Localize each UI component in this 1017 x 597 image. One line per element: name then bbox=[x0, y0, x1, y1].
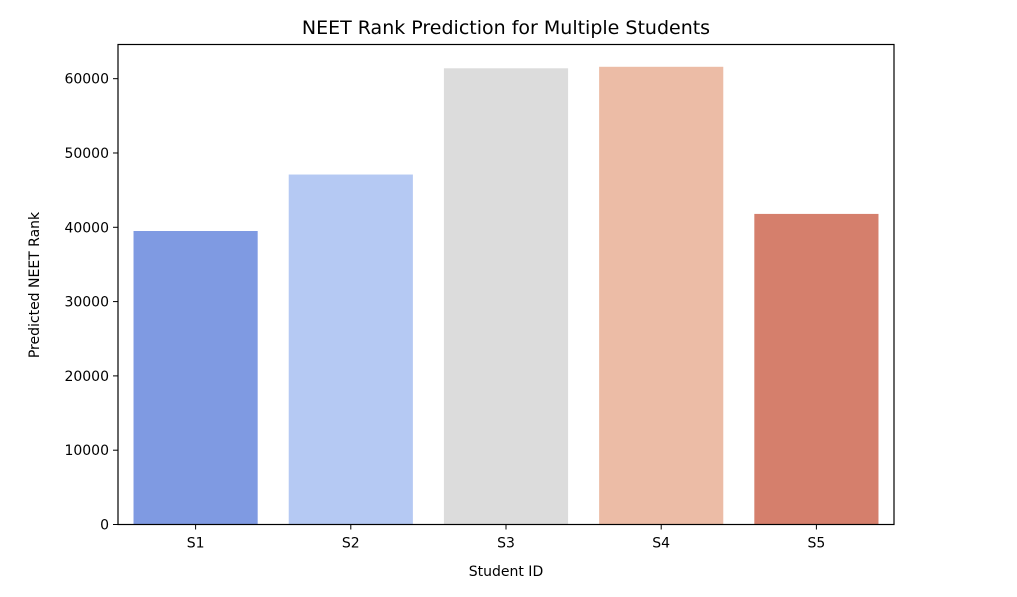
y-tick-label: 50000 bbox=[64, 146, 109, 162]
y-tick-label: 60000 bbox=[64, 72, 109, 88]
bars bbox=[133, 66, 879, 525]
y-axis: 0 10000 20000 30000 40000 50000 60000 bbox=[64, 72, 118, 534]
x-tick-label: S1 bbox=[187, 536, 205, 552]
y-tick-label: 40000 bbox=[64, 220, 109, 236]
y-tick-label: 30000 bbox=[64, 295, 109, 311]
bar-s3 bbox=[443, 68, 569, 525]
x-axis-title: Student ID bbox=[469, 564, 543, 580]
bar-s5 bbox=[754, 213, 879, 525]
bar-s2 bbox=[288, 174, 413, 525]
x-tick-label: S3 bbox=[497, 536, 515, 552]
plot-frame bbox=[117, 43, 895, 526]
y-tick-label: 10000 bbox=[64, 443, 109, 459]
y-tick-label: 0 bbox=[100, 518, 109, 534]
x-tick-label: S4 bbox=[652, 536, 670, 552]
chart-title: NEET Rank Prediction for Multiple Studen… bbox=[302, 17, 710, 39]
y-tick-label: 20000 bbox=[64, 369, 109, 385]
bar-s4 bbox=[599, 66, 724, 525]
x-tick-label: S5 bbox=[808, 536, 826, 552]
x-tick-label: S2 bbox=[342, 536, 360, 552]
y-axis-title: Predicted NEET Rank bbox=[27, 211, 43, 358]
bar-s1 bbox=[133, 231, 258, 525]
x-axis: S1 S2 S3 S4 S5 bbox=[187, 524, 826, 552]
